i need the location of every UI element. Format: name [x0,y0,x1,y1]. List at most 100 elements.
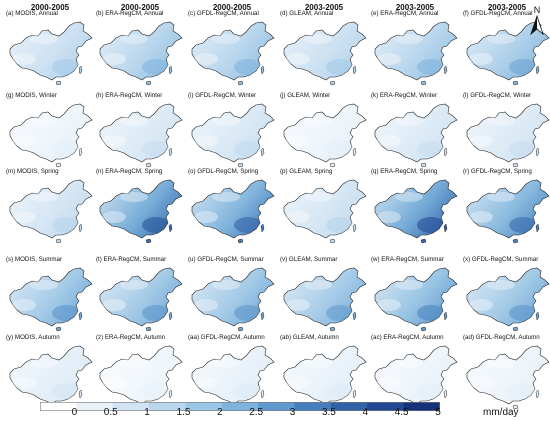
panel-label: (l) GFDL-RegCM, Winter [463,92,532,99]
colorbar-tick-label: 4.5 [394,407,409,418]
panel-label: (w) ERA-RegCM, Summar [371,256,444,263]
china-map [99,267,183,332]
china-map [99,345,183,410]
map-panel: (i) GFDL-RegCM, Winter [186,92,278,170]
map-panel: (v) GLEAM, Summar [278,256,370,334]
map-panel: (b) ERA-RegCM, Annual [94,10,186,88]
map-panel: (a) MODIS, Annual [4,10,96,88]
china-map [9,21,93,86]
china-map [374,103,458,168]
china-map [9,267,93,332]
map-panel: (r) GFDL-RegCM, Spring [461,168,550,246]
column-header: 2003-2005 [487,3,527,12]
map-panel: (e) ERA-RegCM, Annual [369,10,461,88]
column-header: 2000-2005 [120,3,160,12]
map-panel: (ac) ERA-RegCM, Autumn [369,334,461,412]
map-panel: (aa) GFDL-RegCM, Autumn [186,334,278,412]
colorbar-bin [367,402,404,411]
map-panel: (j) GLEAM, Winter [278,92,370,170]
colorbar-tick-label: 0 [71,407,78,418]
china-map [283,103,367,168]
china-map [466,345,550,410]
map-panel: (ab) GLEAM, Autumn [278,334,370,412]
map-panel: (q) ERA-RegCM, Spring [369,168,461,246]
map-panel: (g) MODIS, Winter [4,92,96,170]
panel-label: (h) ERA-RegCM, Winter [96,92,163,99]
colorbar-tick-label: 3.5 [321,407,336,418]
map-panel: (d) GLEAM, Annual [278,10,370,88]
panel-label: (x) GFDL-RegCM, Summar [463,256,539,263]
china-map [283,267,367,332]
column-header: 2000-2005 [30,3,70,12]
china-map [466,103,550,168]
china-map [99,21,183,86]
china-map [374,345,458,410]
panel-label: (d) GLEAM, Annual [280,10,334,17]
colorbar-tick-label: 1.5 [176,407,191,418]
colorbar-bin [76,402,114,411]
china-map [191,179,275,244]
map-panel: (z) ERA-RegCM, Autumn [94,334,186,412]
panel-label: (e) ERA-RegCM, Annual [371,10,439,17]
panel-label: (u) GFDL-RegCM, Summar [188,256,264,263]
colorbar-bin [294,402,332,411]
north-arrow-icon: N [530,5,544,36]
panel-label: (r) GFDL-RegCM, Spring [463,168,532,175]
china-map [374,21,458,86]
china-map [99,103,183,168]
map-panel: (h) ERA-RegCM, Winter [94,92,186,170]
china-map [466,21,550,86]
china-map [374,267,458,332]
map-panel: (o) GFDL-RegCM, Spring [186,168,278,246]
china-map [191,267,275,332]
column-header: 2000-2005 [212,3,252,12]
panel-label: (j) GLEAM, Winter [280,92,331,99]
panel-label: (z) ERA-RegCM, Autumn [96,334,166,341]
map-panel: (t) ERA-RegCM, Summar [94,256,186,334]
panel-label: (ab) GLEAM, Autumn [280,334,339,341]
map-panel: (y) MODIS, Autumn [4,334,96,412]
panel-label: (g) MODIS, Winter [6,92,57,99]
china-map [99,179,183,244]
column-header: 2003-2005 [304,3,344,12]
map-panel: (l) GFDL-RegCM, Winter [461,92,550,170]
column-header: 2003-2005 [395,3,435,12]
colorbar: 0 0.5 1 1.5 2 2.5 3 3.5 4 4.5 5 mm/day [40,398,540,420]
panel-label: (m) MODIS, Spring [6,168,59,175]
panel-label: (s) MODIS, Summar [6,256,63,263]
panel-label: (c) GFDL-RegCM, Annual [188,10,259,17]
colorbar-bin [185,402,223,411]
map-panel: (u) GFDL-RegCM, Summar [186,256,278,334]
china-map [191,21,275,86]
panel-label: (b) ERA-RegCM, Annual [96,10,164,17]
north-arrow-label: N [534,5,541,15]
panel-label: (aa) GFDL-RegCM, Autumn [188,334,265,341]
china-map [374,179,458,244]
china-map [283,345,367,410]
colorbar-bin [112,402,150,411]
china-map [283,21,367,86]
map-panel: (w) ERA-RegCM, Summar [369,256,461,334]
map-panel: (k) ERA-RegCM, Winter [369,92,461,170]
panel-label: (q) ERA-RegCM, Spring [371,168,438,175]
china-map [191,345,275,410]
colorbar-tick-label: 5 [435,407,441,418]
map-panel: (s) MODIS, Summar [4,256,96,334]
panel-label: (i) GFDL-RegCM, Winter [188,92,257,99]
colorbar-tick-label: 3 [289,407,296,418]
panel-label: (p) GLEAM, Spring [280,168,333,175]
china-map [466,179,550,244]
map-panel: (c) GFDL-RegCM, Annual [186,10,278,88]
china-map [9,179,93,244]
map-panel: (p) GLEAM, Spring [278,168,370,246]
map-panel: (ad) GFDL-RegCM, Autumn [461,334,550,412]
panel-label: (o) GFDL-RegCM, Spring [188,168,259,175]
colorbar-bin [330,402,368,411]
panel-label: (y) MODIS, Autumn [6,334,60,341]
map-panel: (m) MODIS, Spring [4,168,96,246]
colorbar-bin [221,402,259,411]
colorbar-tick-label: 4 [362,407,369,418]
colorbar-tick-label: 2.5 [249,407,264,418]
colorbar-tick-label: 1 [144,407,150,418]
